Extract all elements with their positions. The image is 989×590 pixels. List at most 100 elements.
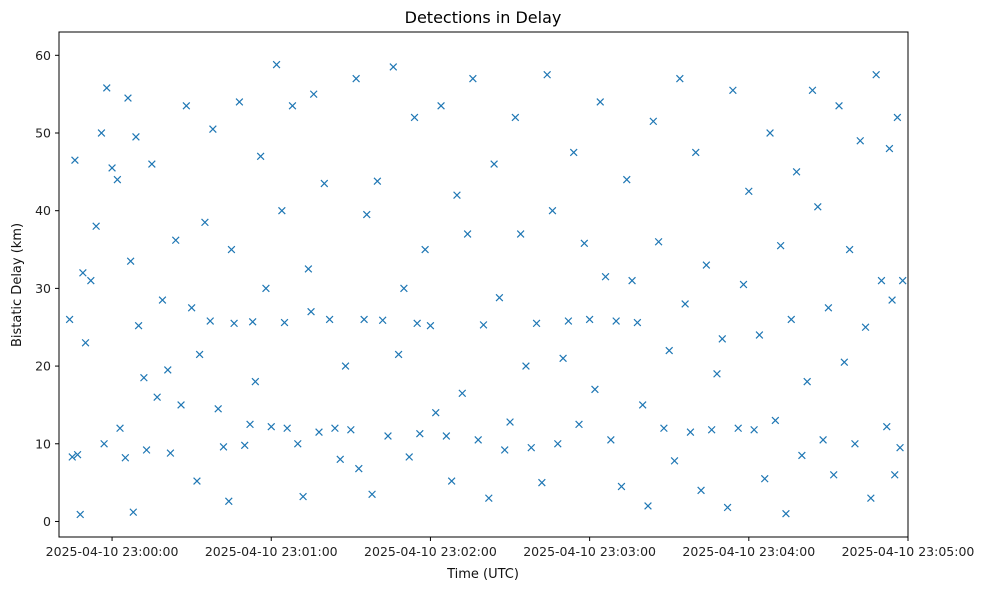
scatter-point [835, 101, 843, 110]
scatter-point [315, 428, 323, 436]
scatter-point [506, 418, 514, 426]
scatter-point [224, 497, 233, 506]
scatter-point [278, 206, 286, 215]
scatter-point [288, 101, 297, 110]
scatter-point [320, 179, 329, 188]
scatter-point [564, 317, 573, 325]
scatter-point [426, 321, 435, 330]
scatter-point [240, 441, 249, 450]
scatter-point [246, 420, 254, 429]
scatter-point [132, 133, 140, 141]
scatter-point [490, 160, 498, 168]
y-tick-label: 20 [35, 359, 51, 374]
scatter-point [193, 477, 201, 485]
scatter-point [134, 321, 143, 330]
scatter-point [304, 265, 313, 273]
scatter-point [227, 245, 236, 254]
scatter-point [622, 175, 631, 184]
scatter-point [469, 74, 477, 83]
scatter-point [872, 70, 880, 79]
scatter-point [867, 494, 875, 502]
scatter-point [888, 296, 896, 304]
scatter-point [400, 284, 408, 293]
scatter-point [413, 319, 421, 328]
x-tick-label: 2025-04-10 23:01:00 [205, 544, 338, 559]
scatter-point [347, 425, 355, 434]
scatter-point [792, 168, 801, 176]
scatter-point [214, 404, 223, 413]
scatter-point [755, 331, 764, 339]
scatter-point [532, 319, 541, 328]
scatter-point [447, 477, 456, 485]
scatter-point [845, 245, 854, 254]
scatter-point [113, 175, 122, 184]
scatter-point [686, 428, 695, 436]
scatter-point [389, 63, 398, 71]
scatter-point [92, 222, 100, 231]
scatter-point [617, 482, 626, 491]
scatter-point [511, 113, 520, 122]
scatter-point [893, 113, 902, 122]
scatter-point [256, 152, 265, 161]
scatter-point [163, 366, 172, 374]
y-axis-title: Bistatic Delay (km) [10, 223, 25, 347]
scatter-point [102, 84, 111, 92]
scatter-point [569, 148, 578, 157]
scatter-point [882, 422, 891, 431]
scatter-point [362, 210, 371, 219]
scatter-point [739, 280, 748, 289]
scatter-point [307, 307, 315, 316]
x-tick-label: 2025-04-10 23:05:00 [842, 544, 975, 559]
scatter-point [580, 239, 589, 248]
scatter-point [829, 471, 838, 479]
scatter-point [898, 276, 907, 285]
scatter-point [495, 293, 504, 302]
scatter-point [458, 389, 467, 398]
scatter-point [851, 439, 859, 448]
scatter-point [437, 101, 445, 110]
scatter-point [309, 90, 318, 98]
scatter-point [182, 101, 191, 110]
scatter-point [601, 272, 610, 281]
scatter-point [121, 453, 130, 462]
scatter-point [97, 129, 106, 137]
scatter-point [354, 464, 363, 473]
scatter-point [431, 408, 440, 417]
scatter-point [760, 474, 769, 483]
scatter-point [251, 377, 260, 386]
scatter-point [553, 439, 562, 448]
scatter-point [707, 425, 716, 434]
scatter-point [219, 443, 228, 451]
scatter-point [500, 446, 509, 454]
scatter-point [71, 156, 79, 165]
scatter-point [516, 230, 525, 238]
scatter-point [798, 451, 806, 460]
scatter-point [723, 503, 732, 512]
scatter-point [890, 471, 899, 479]
scatter-point [861, 323, 870, 332]
scatter-point [280, 318, 289, 327]
scatter-point [235, 98, 244, 106]
scatter-point [776, 241, 785, 250]
scatter-point [73, 450, 82, 459]
scatter-point [177, 401, 185, 409]
y-tick-label: 10 [35, 436, 51, 451]
scatter-point [607, 436, 615, 444]
scatter-point [201, 218, 209, 227]
scatter-point [153, 393, 161, 401]
scatter-point [819, 436, 827, 444]
scatter-point [267, 422, 276, 431]
scatter-point [697, 486, 705, 495]
scatter-point [140, 373, 148, 382]
scatter-point [744, 187, 753, 196]
x-tick-label: 2025-04-10 23:02:00 [364, 544, 497, 559]
scatter-point [813, 202, 822, 211]
scatter-point [187, 303, 196, 312]
scatter-point [79, 269, 87, 277]
scatter-point [206, 317, 215, 325]
scatter-point [729, 86, 737, 95]
scatter-point [538, 478, 546, 487]
scatter-point [384, 432, 392, 440]
scatter-point [453, 191, 461, 199]
